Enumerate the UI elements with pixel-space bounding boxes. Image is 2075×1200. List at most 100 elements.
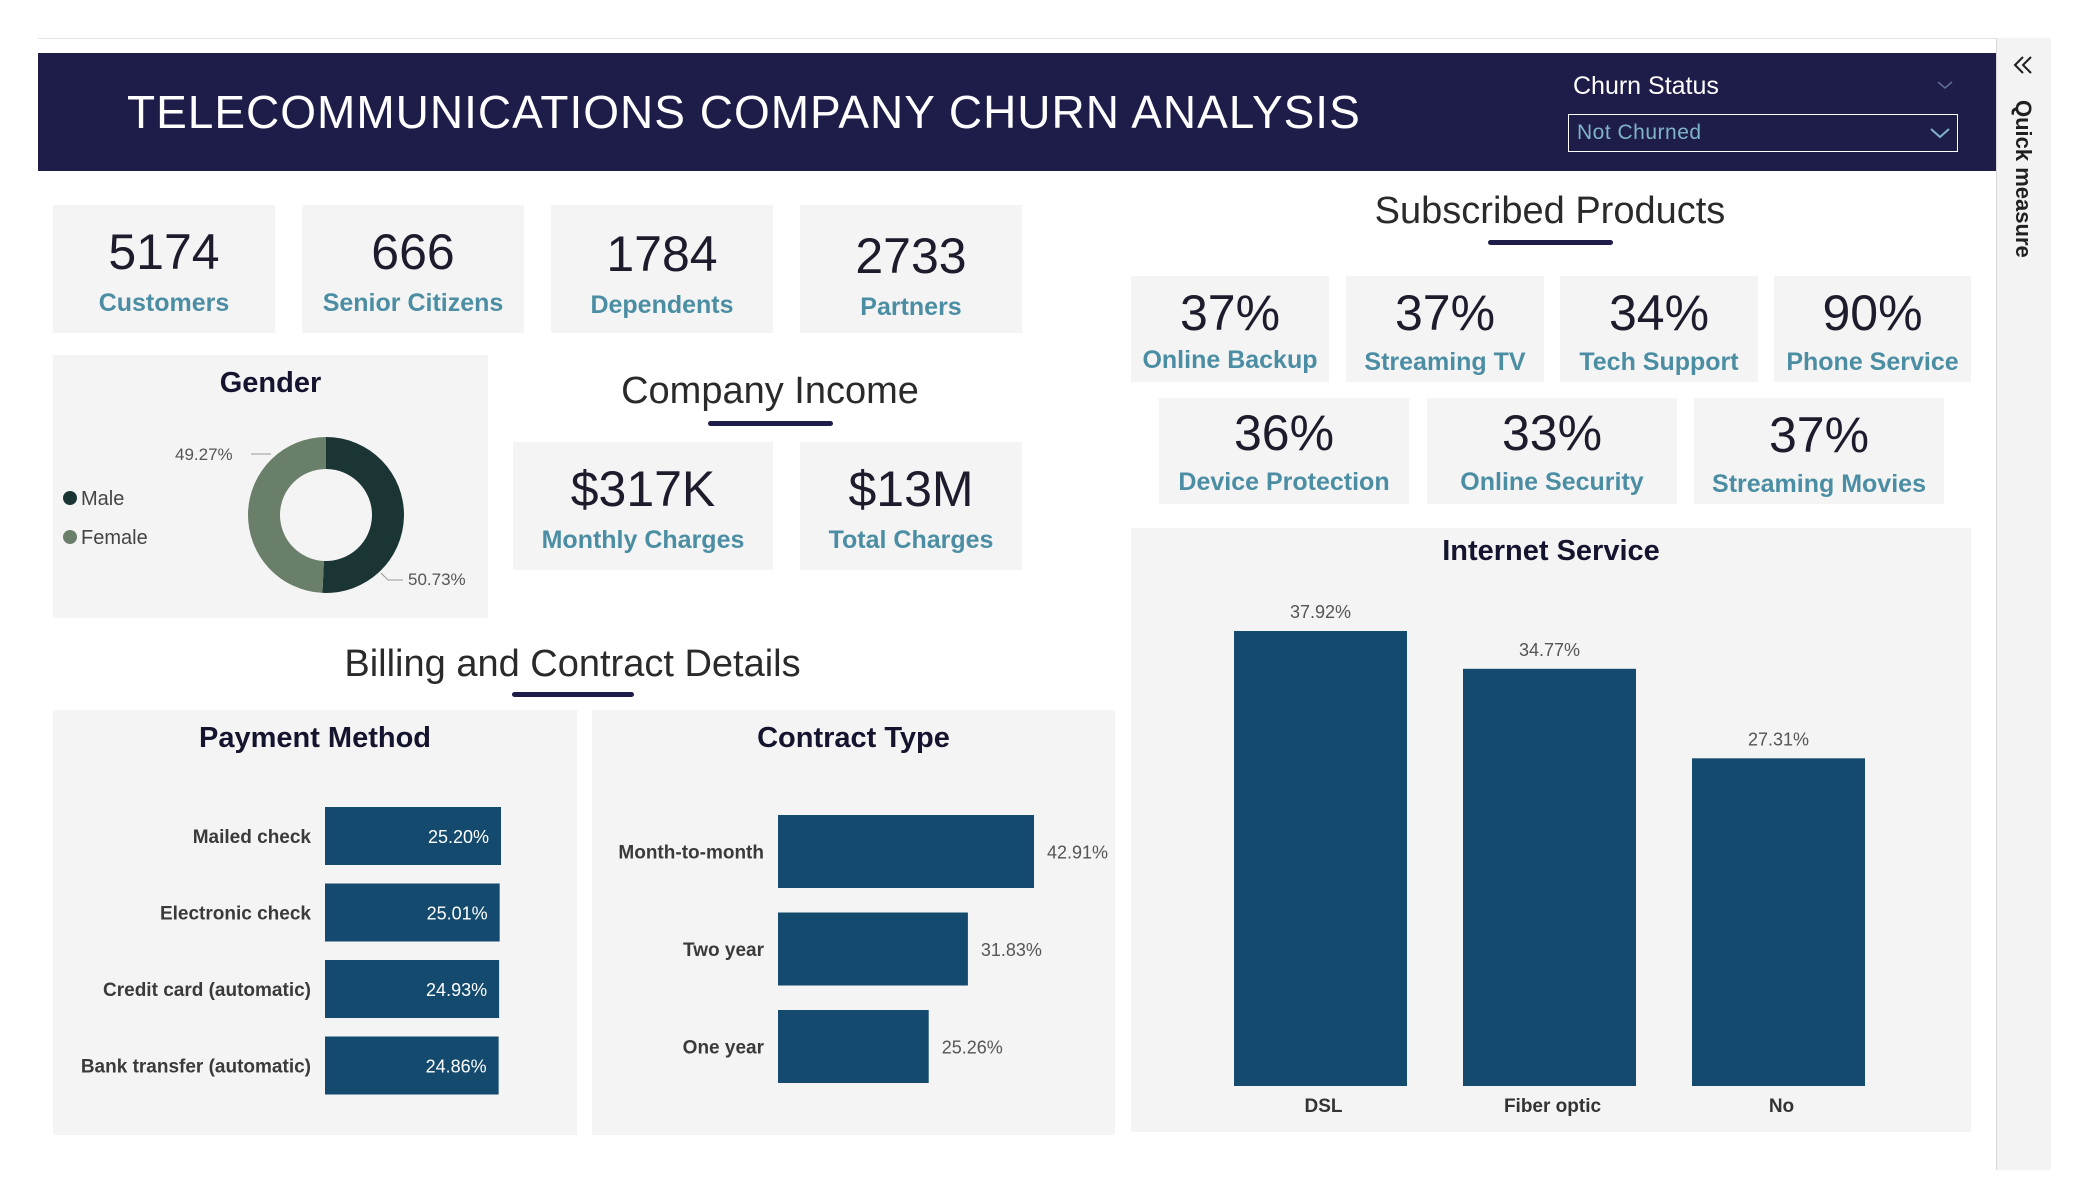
bar <box>1234 631 1407 1086</box>
bar <box>1463 668 1636 1086</box>
category-label: Bank transfer (automatic) <box>81 1057 311 1078</box>
kpi-label: Partners <box>860 293 962 321</box>
bar <box>1692 758 1865 1086</box>
section-underline <box>708 421 833 426</box>
kpi-value: 37% <box>1768 407 1870 463</box>
kpi-label: Customers <box>98 289 230 317</box>
page-title: TELECOMMUNICATIONS COMPANY CHURN ANALYSI… <box>127 86 1361 138</box>
donut-slice-male <box>322 437 404 593</box>
category-label: Electronic check <box>160 904 311 925</box>
subscribed-products-title: Subscribed Products <box>1374 190 1726 232</box>
quick-measure-pane[interactable] <box>1996 38 2051 1170</box>
churn-status-selected-value: Not Churned <box>1577 121 1702 144</box>
payment-method-title: Payment Method <box>198 722 432 754</box>
category-label: Two year <box>683 940 765 961</box>
quick-measure-tab[interactable]: Quick measure <box>2008 100 2038 280</box>
data-label: 24.93% <box>426 980 487 1000</box>
x-tick-label: Fiber optic <box>1504 1096 1602 1117</box>
category-label: Month-to-month <box>618 843 764 864</box>
donut-slice-female <box>247 437 326 593</box>
data-label: 25.20% <box>428 827 489 847</box>
bar <box>778 912 968 986</box>
kpi-value: 1784 <box>606 226 718 282</box>
kpi-label: Tech Support <box>1579 348 1739 376</box>
kpi-value: 666 <box>371 224 455 280</box>
legend-label-female: Female <box>81 527 148 549</box>
company-income-title: Company Income <box>621 370 919 412</box>
bar <box>778 1010 929 1083</box>
kpi-label: Streaming Movies <box>1712 470 1926 498</box>
kpi-value: 36% <box>1233 405 1335 461</box>
product-card-phone-service: 90% Phone Service <box>1774 276 1971 382</box>
kpi-label: Monthly Charges <box>541 526 745 554</box>
kpi-card-senior-citizens: 666 Senior Citizens <box>302 205 524 333</box>
payment-method-chart: Mailed check 25.20% Electronic check 25.01%… <box>81 807 501 1095</box>
product-card-online-backup: 37% Online Backup <box>1131 276 1329 382</box>
kpi-label: Senior Citizens <box>322 289 504 317</box>
bar <box>325 807 501 865</box>
legend-marker-female <box>63 530 77 544</box>
data-label: 42.91% <box>1047 843 1108 863</box>
section-underline <box>512 692 634 697</box>
contract-type-title: Contract Type <box>757 722 950 754</box>
section-underline <box>1488 240 1613 245</box>
category-label: One year <box>683 1038 765 1059</box>
kpi-value: 37% <box>1179 285 1281 341</box>
data-label-female: 49.27% <box>175 445 233 464</box>
legend-label-male: Male <box>81 488 124 510</box>
data-label: 24.86% <box>426 1057 487 1077</box>
data-label: 25.01% <box>427 904 488 924</box>
x-tick-label: DSL <box>1305 1096 1343 1117</box>
product-card-streaming-movies: 37% Streaming Movies <box>1694 398 1944 504</box>
total-charges-card: $13M Total Charges <box>800 442 1022 570</box>
product-card-online-security: 33% Online Security <box>1427 398 1677 504</box>
kpi-label: Device Protection <box>1178 468 1390 496</box>
kpi-value: $317K <box>570 461 716 517</box>
product-card-streaming-tv: 37% Streaming TV <box>1346 276 1544 382</box>
quick-measure-label: Quick measure <box>2011 100 2036 258</box>
kpi-card-partners: 2733 Partners <box>800 205 1022 333</box>
kpi-label: Total Charges <box>828 526 994 554</box>
category-label: Mailed check <box>193 827 312 848</box>
slicer-collapse-chevron-icon[interactable] <box>1934 74 1956 96</box>
legend-marker-male <box>63 491 77 505</box>
kpi-value: $13M <box>848 461 974 517</box>
churn-status-slicer-label: Churn Status <box>1573 72 1719 100</box>
monthly-charges-card: $317K Monthly Charges <box>513 442 773 570</box>
bar <box>778 815 1034 888</box>
data-label: 37.92% <box>1290 602 1351 622</box>
kpi-value: 2733 <box>855 228 967 284</box>
kpi-card-customers: 5174 Customers <box>53 205 275 333</box>
bar <box>325 1036 499 1095</box>
kpi-value: 90% <box>1822 285 1923 341</box>
data-label: 31.83% <box>981 940 1042 960</box>
kpi-label: Online Backup <box>1142 346 1318 374</box>
kpi-label: Phone Service <box>1786 348 1959 376</box>
chevron-down-icon[interactable] <box>1928 124 1952 142</box>
canvas-border <box>38 38 1996 39</box>
kpi-label: Dependents <box>590 291 734 319</box>
kpi-value: 37% <box>1394 285 1496 341</box>
kpi-value: 33% <box>1501 405 1603 461</box>
gender-chart-title: Gender <box>219 367 322 399</box>
internet-service-chart: 37.92% DSL 34.77% Fiber optic 27.31% No <box>1234 602 1865 1117</box>
kpi-label: Streaming TV <box>1364 348 1526 376</box>
data-label: 25.26% <box>942 1038 1003 1058</box>
data-label: 27.31% <box>1748 729 1809 749</box>
billing-contract-title: Billing and Contract Details <box>344 643 801 685</box>
kpi-card-dependents: 1784 Dependents <box>551 205 773 333</box>
kpi-value: 5174 <box>108 224 220 280</box>
product-card-tech-support: 34% Tech Support <box>1560 276 1758 382</box>
internet-service-title: Internet Service <box>1442 535 1660 567</box>
category-label: Credit card (automatic) <box>103 980 311 1001</box>
data-label-male: 50.73% <box>408 570 466 589</box>
data-label: 34.77% <box>1519 640 1580 660</box>
bar <box>325 960 500 1018</box>
collapse-pane-icon[interactable] <box>2010 52 2036 78</box>
gender-donut-chart: 50.73% 49.27% Male Female <box>63 437 466 593</box>
kpi-label: Online Security <box>1460 468 1644 496</box>
product-card-device-protection: 36% Device Protection <box>1159 398 1409 504</box>
leader-line <box>380 572 403 581</box>
churn-status-dropdown[interactable] <box>1568 114 1958 152</box>
bar <box>325 883 500 942</box>
